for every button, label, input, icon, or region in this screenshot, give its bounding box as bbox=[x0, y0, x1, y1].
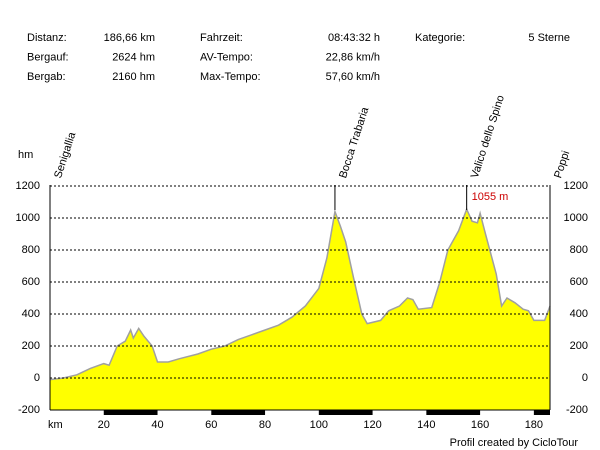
stat-value: 186,66 km bbox=[104, 32, 155, 44]
y-axis-label: hm bbox=[18, 149, 33, 161]
x-tick-label: 140 bbox=[417, 419, 435, 431]
y-tick-label: 1200 bbox=[16, 180, 40, 192]
y-tick-label: 200 bbox=[22, 340, 40, 352]
y-tick-label: 400 bbox=[22, 308, 40, 320]
stat-label: Bergab: bbox=[27, 71, 66, 83]
x-tick-label: 120 bbox=[363, 419, 381, 431]
x-tick-label: 180 bbox=[525, 419, 543, 431]
x-axis-band bbox=[318, 410, 373, 415]
y-tick-label-right: 600 bbox=[570, 276, 588, 288]
y-tick-label-right: 1000 bbox=[564, 212, 588, 224]
y-tick-label-right: 200 bbox=[570, 340, 588, 352]
peak-annotation: 1055 m bbox=[472, 191, 509, 203]
x-tick-label: 160 bbox=[471, 419, 489, 431]
x-tick-label: 40 bbox=[151, 419, 163, 431]
x-axis-label: km bbox=[48, 419, 63, 431]
x-tick-label: 60 bbox=[205, 419, 217, 431]
stat-label: Bergauf: bbox=[27, 51, 69, 63]
y-tick-label: -200 bbox=[18, 404, 40, 416]
y-tick-label-right: 800 bbox=[570, 244, 588, 256]
stat-label: AV-Tempo: bbox=[200, 51, 253, 63]
elevation-area bbox=[50, 209, 550, 410]
x-tick-label: 80 bbox=[259, 419, 271, 431]
stat-value: 57,60 km/h bbox=[326, 71, 380, 83]
x-axis-band bbox=[103, 410, 158, 415]
elevation-line bbox=[49, 207, 551, 381]
y-tick-label: 1000 bbox=[16, 212, 40, 224]
x-tick-label: 100 bbox=[310, 419, 328, 431]
x-axis-band bbox=[533, 410, 550, 415]
stat-label: Max-Tempo: bbox=[200, 71, 261, 83]
y-tick-label-right: 0 bbox=[582, 372, 588, 384]
y-tick-label: 0 bbox=[34, 372, 40, 384]
footer: Profil created by CicloTour bbox=[450, 437, 579, 449]
stat-label: Distanz: bbox=[27, 32, 67, 44]
y-tick-label-right: 400 bbox=[570, 308, 588, 320]
stat-label: Fahrzeit: bbox=[200, 32, 243, 44]
stat-value: 5 Sterne bbox=[528, 32, 570, 44]
x-axis-band bbox=[426, 410, 481, 415]
stat-value: 2624 hm bbox=[112, 51, 155, 63]
y-tick-label-right: -200 bbox=[566, 404, 588, 416]
stat-value: 08:43:32 h bbox=[328, 32, 380, 44]
y-tick-label: 600 bbox=[22, 276, 40, 288]
stat-label: Kategorie: bbox=[415, 32, 465, 44]
y-tick-label-right: 1200 bbox=[564, 180, 588, 192]
y-tick-label: 800 bbox=[22, 244, 40, 256]
x-axis-band bbox=[211, 410, 266, 415]
x-tick-label: 20 bbox=[98, 419, 110, 431]
stat-value: 2160 hm bbox=[112, 71, 155, 83]
stat-value: 22,86 km/h bbox=[326, 51, 380, 63]
